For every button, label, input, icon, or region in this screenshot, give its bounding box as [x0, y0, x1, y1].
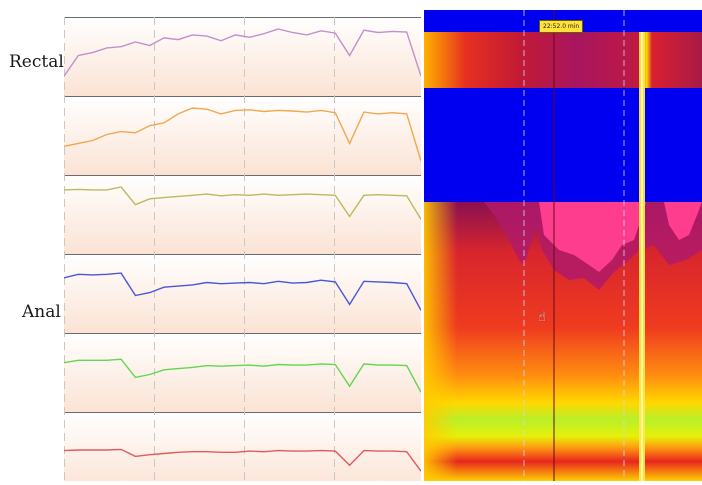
trace-line-ch-4	[64, 272, 421, 311]
trace-line-ch-3	[64, 186, 421, 220]
rectal-label: Rectal	[9, 52, 64, 72]
pressure-traces-panel[interactable]	[64, 17, 421, 481]
anal-label: Anal	[22, 302, 61, 322]
trace-band-2	[64, 96, 421, 175]
trace-band-5	[64, 333, 421, 412]
trace-band-6	[64, 412, 421, 481]
time-cursor-readout: 22:52.0 min	[539, 20, 584, 33]
pressure-heatmap-panel[interactable]: 22:52.0 min ☝	[424, 10, 702, 481]
trace-band-3	[64, 175, 421, 254]
hand-pointer-icon: ☝	[538, 310, 546, 325]
trace-line-ch-2	[64, 107, 421, 162]
trace-line-ch-1	[64, 28, 421, 77]
trace-band-1	[64, 17, 421, 96]
heatmap-canvas	[424, 10, 702, 481]
trace-line-ch-6	[64, 448, 421, 472]
trace-band-4	[64, 254, 421, 333]
trace-line-ch-5	[64, 358, 421, 393]
